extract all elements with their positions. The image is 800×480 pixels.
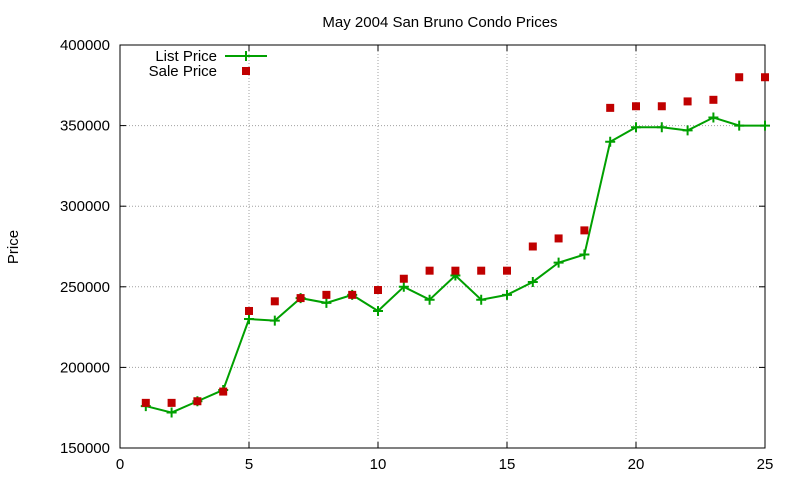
y-axis-label: Price — [5, 230, 22, 264]
sale-price-point — [219, 387, 228, 396]
grid — [120, 45, 765, 448]
legend-marker-list-price — [241, 51, 251, 61]
list-price-point — [708, 112, 719, 123]
list-price-point — [605, 136, 616, 147]
sale-price-point — [528, 242, 537, 251]
list-price-point — [373, 305, 383, 316]
list-price-point — [502, 289, 512, 300]
list-price-point — [269, 315, 280, 326]
x-tick-label: 10 — [370, 456, 387, 473]
x-tick-label: 20 — [628, 456, 645, 473]
list-price-point — [760, 120, 770, 131]
y-tick-label: 300000 — [60, 198, 110, 215]
sale-price-point — [322, 290, 331, 299]
x-tick-label: 15 — [499, 456, 516, 473]
sale-price-point — [554, 234, 563, 243]
chart-title: May 2004 San Bruno Condo Prices — [322, 14, 557, 31]
series — [140, 73, 770, 418]
sale-price-point — [141, 398, 150, 407]
list-price-point — [682, 125, 693, 136]
y-tick-label: 350000 — [60, 118, 110, 135]
sale-price-point — [374, 286, 382, 295]
sale-price-point — [167, 398, 176, 407]
list-price-point — [424, 294, 435, 305]
axis-ticks: 0 5 10 15 20 25 150000 200000 250000 300000 350000… — [60, 37, 773, 473]
sale-price-point — [735, 73, 744, 82]
sale-price-point — [503, 266, 511, 275]
list-price-line — [145, 116, 765, 414]
legend: List Price Sale Price — [149, 48, 267, 80]
sale-price-point — [245, 306, 253, 315]
y-tick-label: 200000 — [60, 359, 110, 376]
list-price-point — [734, 120, 745, 131]
sale-price-point — [761, 73, 769, 82]
sale-price-point — [606, 103, 615, 112]
sale-price-point — [709, 95, 718, 104]
y-tick-label: 150000 — [60, 440, 110, 457]
legend-label-sale-price: Sale Price — [149, 63, 217, 80]
list-price-point — [579, 249, 590, 260]
sale-price-point — [193, 397, 202, 406]
sale-price-point — [580, 226, 589, 235]
list-price-point — [244, 314, 254, 325]
list-price-point — [553, 257, 564, 268]
sale-price-point — [451, 266, 460, 275]
sale-price-point — [683, 97, 692, 106]
plot-frame — [119, 44, 766, 449]
list-price-point — [656, 122, 667, 133]
list-price-point — [631, 122, 641, 133]
sale-price-point — [657, 102, 666, 111]
list-price-point — [166, 407, 177, 418]
list-price-point — [321, 297, 332, 308]
sale-price-point — [399, 274, 408, 283]
legend-label-list-price: List Price — [155, 48, 217, 65]
sale-price-point — [477, 266, 486, 275]
y-tick-label: 400000 — [60, 37, 110, 54]
x-tick-label: 5 — [245, 456, 253, 473]
list-price-point — [527, 276, 538, 287]
sale-price-point — [348, 290, 357, 299]
sale-price-point — [632, 102, 640, 111]
list-price-point — [476, 294, 487, 305]
sale-price-point — [270, 297, 279, 306]
sale-price-point — [425, 266, 434, 275]
x-tick-label: 0 — [116, 456, 124, 473]
sale-price-point — [296, 294, 305, 303]
list-price-point — [398, 281, 409, 292]
x-tick-label: 25 — [757, 456, 774, 473]
legend-marker-sale-price — [242, 67, 250, 75]
y-tick-label: 250000 — [60, 279, 110, 296]
